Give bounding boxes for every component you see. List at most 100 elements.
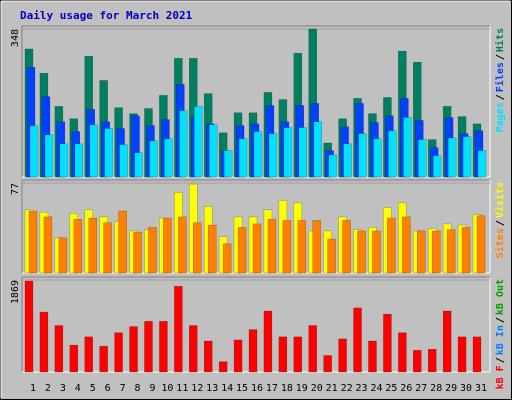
legend-entry: Visits bbox=[494, 182, 506, 218]
x-tick-label: 8 bbox=[135, 383, 141, 394]
chart-title: Daily usage for March 2021 bbox=[20, 9, 193, 22]
bar bbox=[39, 311, 49, 373]
bar bbox=[278, 336, 288, 373]
y-tick-label: 77 bbox=[10, 183, 21, 195]
bar bbox=[69, 344, 79, 373]
bar bbox=[267, 218, 277, 274]
bar bbox=[178, 216, 187, 274]
bar bbox=[462, 136, 472, 178]
x-tick-label: 30 bbox=[460, 383, 472, 394]
x-tick-label: 7 bbox=[120, 383, 126, 394]
legend-separator: / bbox=[495, 357, 506, 363]
bar bbox=[368, 340, 377, 373]
x-tick-label: 27 bbox=[415, 383, 427, 394]
bar bbox=[342, 220, 351, 274]
bar bbox=[413, 350, 422, 373]
bar bbox=[461, 227, 471, 274]
bar bbox=[59, 143, 69, 178]
x-tick-label: 9 bbox=[149, 383, 155, 394]
bar bbox=[193, 222, 202, 274]
x-tick-label: 13 bbox=[206, 383, 218, 394]
legend-entry: kB Out bbox=[495, 279, 506, 315]
bar bbox=[73, 218, 83, 274]
bar bbox=[297, 220, 307, 274]
bar bbox=[357, 230, 366, 274]
bar bbox=[417, 230, 426, 274]
legend-entry: Pages bbox=[495, 102, 506, 132]
bar bbox=[298, 127, 308, 178]
bar bbox=[99, 345, 108, 373]
x-tick-label: 1 bbox=[30, 383, 36, 394]
bar bbox=[207, 224, 217, 274]
bar bbox=[387, 217, 396, 274]
legend: kB F / kB In / kB Out bbox=[495, 279, 506, 389]
bar bbox=[353, 307, 362, 373]
legend-separator: / bbox=[495, 94, 506, 100]
bar bbox=[163, 217, 172, 274]
x-tick-label: 4 bbox=[75, 383, 81, 394]
bar bbox=[43, 216, 53, 274]
x-tick-label: 31 bbox=[475, 383, 487, 394]
bar bbox=[88, 217, 97, 274]
bar bbox=[373, 138, 382, 178]
bar bbox=[343, 143, 352, 178]
bar bbox=[208, 124, 218, 178]
bar bbox=[293, 336, 303, 373]
bar bbox=[253, 131, 263, 178]
bar bbox=[149, 140, 158, 178]
bar bbox=[476, 215, 486, 274]
bar bbox=[223, 150, 233, 178]
y-tick-label: 1869 bbox=[10, 280, 21, 304]
x-tick-label: 20 bbox=[311, 383, 323, 394]
bar bbox=[24, 280, 34, 373]
bar bbox=[327, 238, 336, 274]
bar bbox=[74, 143, 84, 178]
bar bbox=[323, 355, 332, 373]
bar bbox=[446, 229, 456, 274]
legend-entry: Hits bbox=[494, 28, 506, 52]
bar bbox=[402, 216, 411, 274]
bar bbox=[388, 130, 397, 178]
bar bbox=[233, 339, 243, 373]
bar bbox=[268, 133, 278, 178]
x-tick-label: 23 bbox=[356, 383, 368, 394]
bar bbox=[179, 110, 188, 178]
legend-entry: Sites bbox=[494, 228, 506, 258]
x-tick-label: 10 bbox=[161, 383, 173, 394]
bar bbox=[358, 133, 367, 178]
bar bbox=[29, 125, 39, 178]
bar bbox=[129, 326, 138, 373]
bar bbox=[252, 223, 262, 274]
x-tick-label: 12 bbox=[191, 383, 203, 394]
bar bbox=[312, 220, 321, 274]
bar bbox=[104, 128, 113, 178]
bar bbox=[164, 138, 173, 178]
bar bbox=[427, 349, 437, 373]
bar bbox=[338, 338, 347, 373]
x-tick-label: 24 bbox=[370, 383, 382, 394]
bar bbox=[134, 152, 143, 178]
bar bbox=[248, 329, 258, 373]
bar bbox=[477, 150, 487, 178]
bar bbox=[372, 230, 381, 274]
legend: Sites / Visits bbox=[494, 182, 506, 258]
x-tick-label: 14 bbox=[221, 383, 233, 394]
bar bbox=[54, 325, 64, 373]
x-tick-label: 21 bbox=[326, 383, 338, 394]
legend-entry: kB In bbox=[495, 325, 506, 355]
x-tick-label: 16 bbox=[251, 383, 263, 394]
x-tick-label: 29 bbox=[445, 383, 457, 394]
x-tick-label: 11 bbox=[176, 383, 188, 394]
bar bbox=[457, 336, 467, 373]
y-tick-label: 348 bbox=[10, 29, 21, 47]
bar bbox=[328, 154, 337, 178]
bar bbox=[308, 325, 317, 373]
x-tick-label: 15 bbox=[236, 383, 248, 394]
bar bbox=[222, 243, 232, 274]
bar bbox=[398, 332, 407, 373]
bar bbox=[432, 155, 442, 178]
bar bbox=[148, 227, 157, 274]
bar bbox=[472, 336, 482, 373]
bar bbox=[44, 134, 54, 178]
